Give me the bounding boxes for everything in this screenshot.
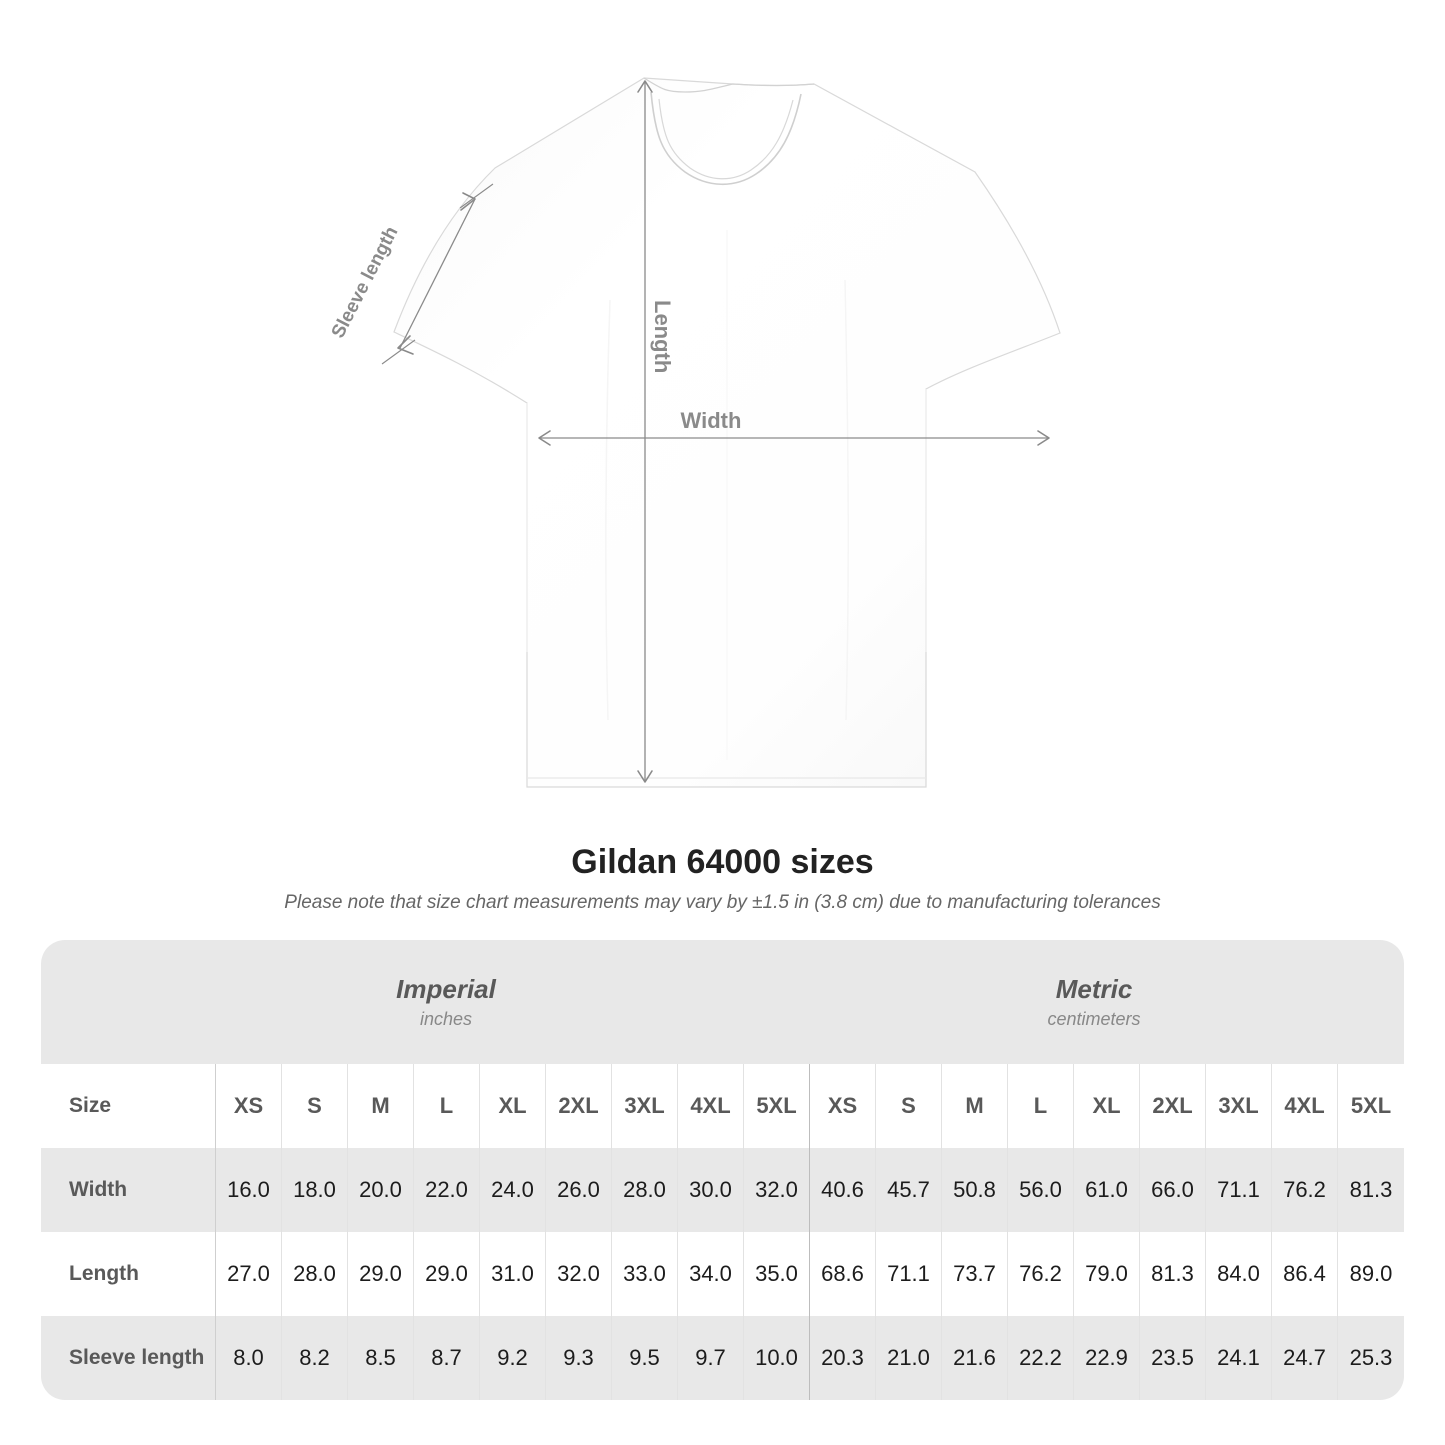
svg-text:Width: Width (681, 408, 742, 433)
svg-text:Length: Length (650, 300, 675, 373)
svg-text:Sleeve length: Sleeve length (328, 223, 403, 341)
